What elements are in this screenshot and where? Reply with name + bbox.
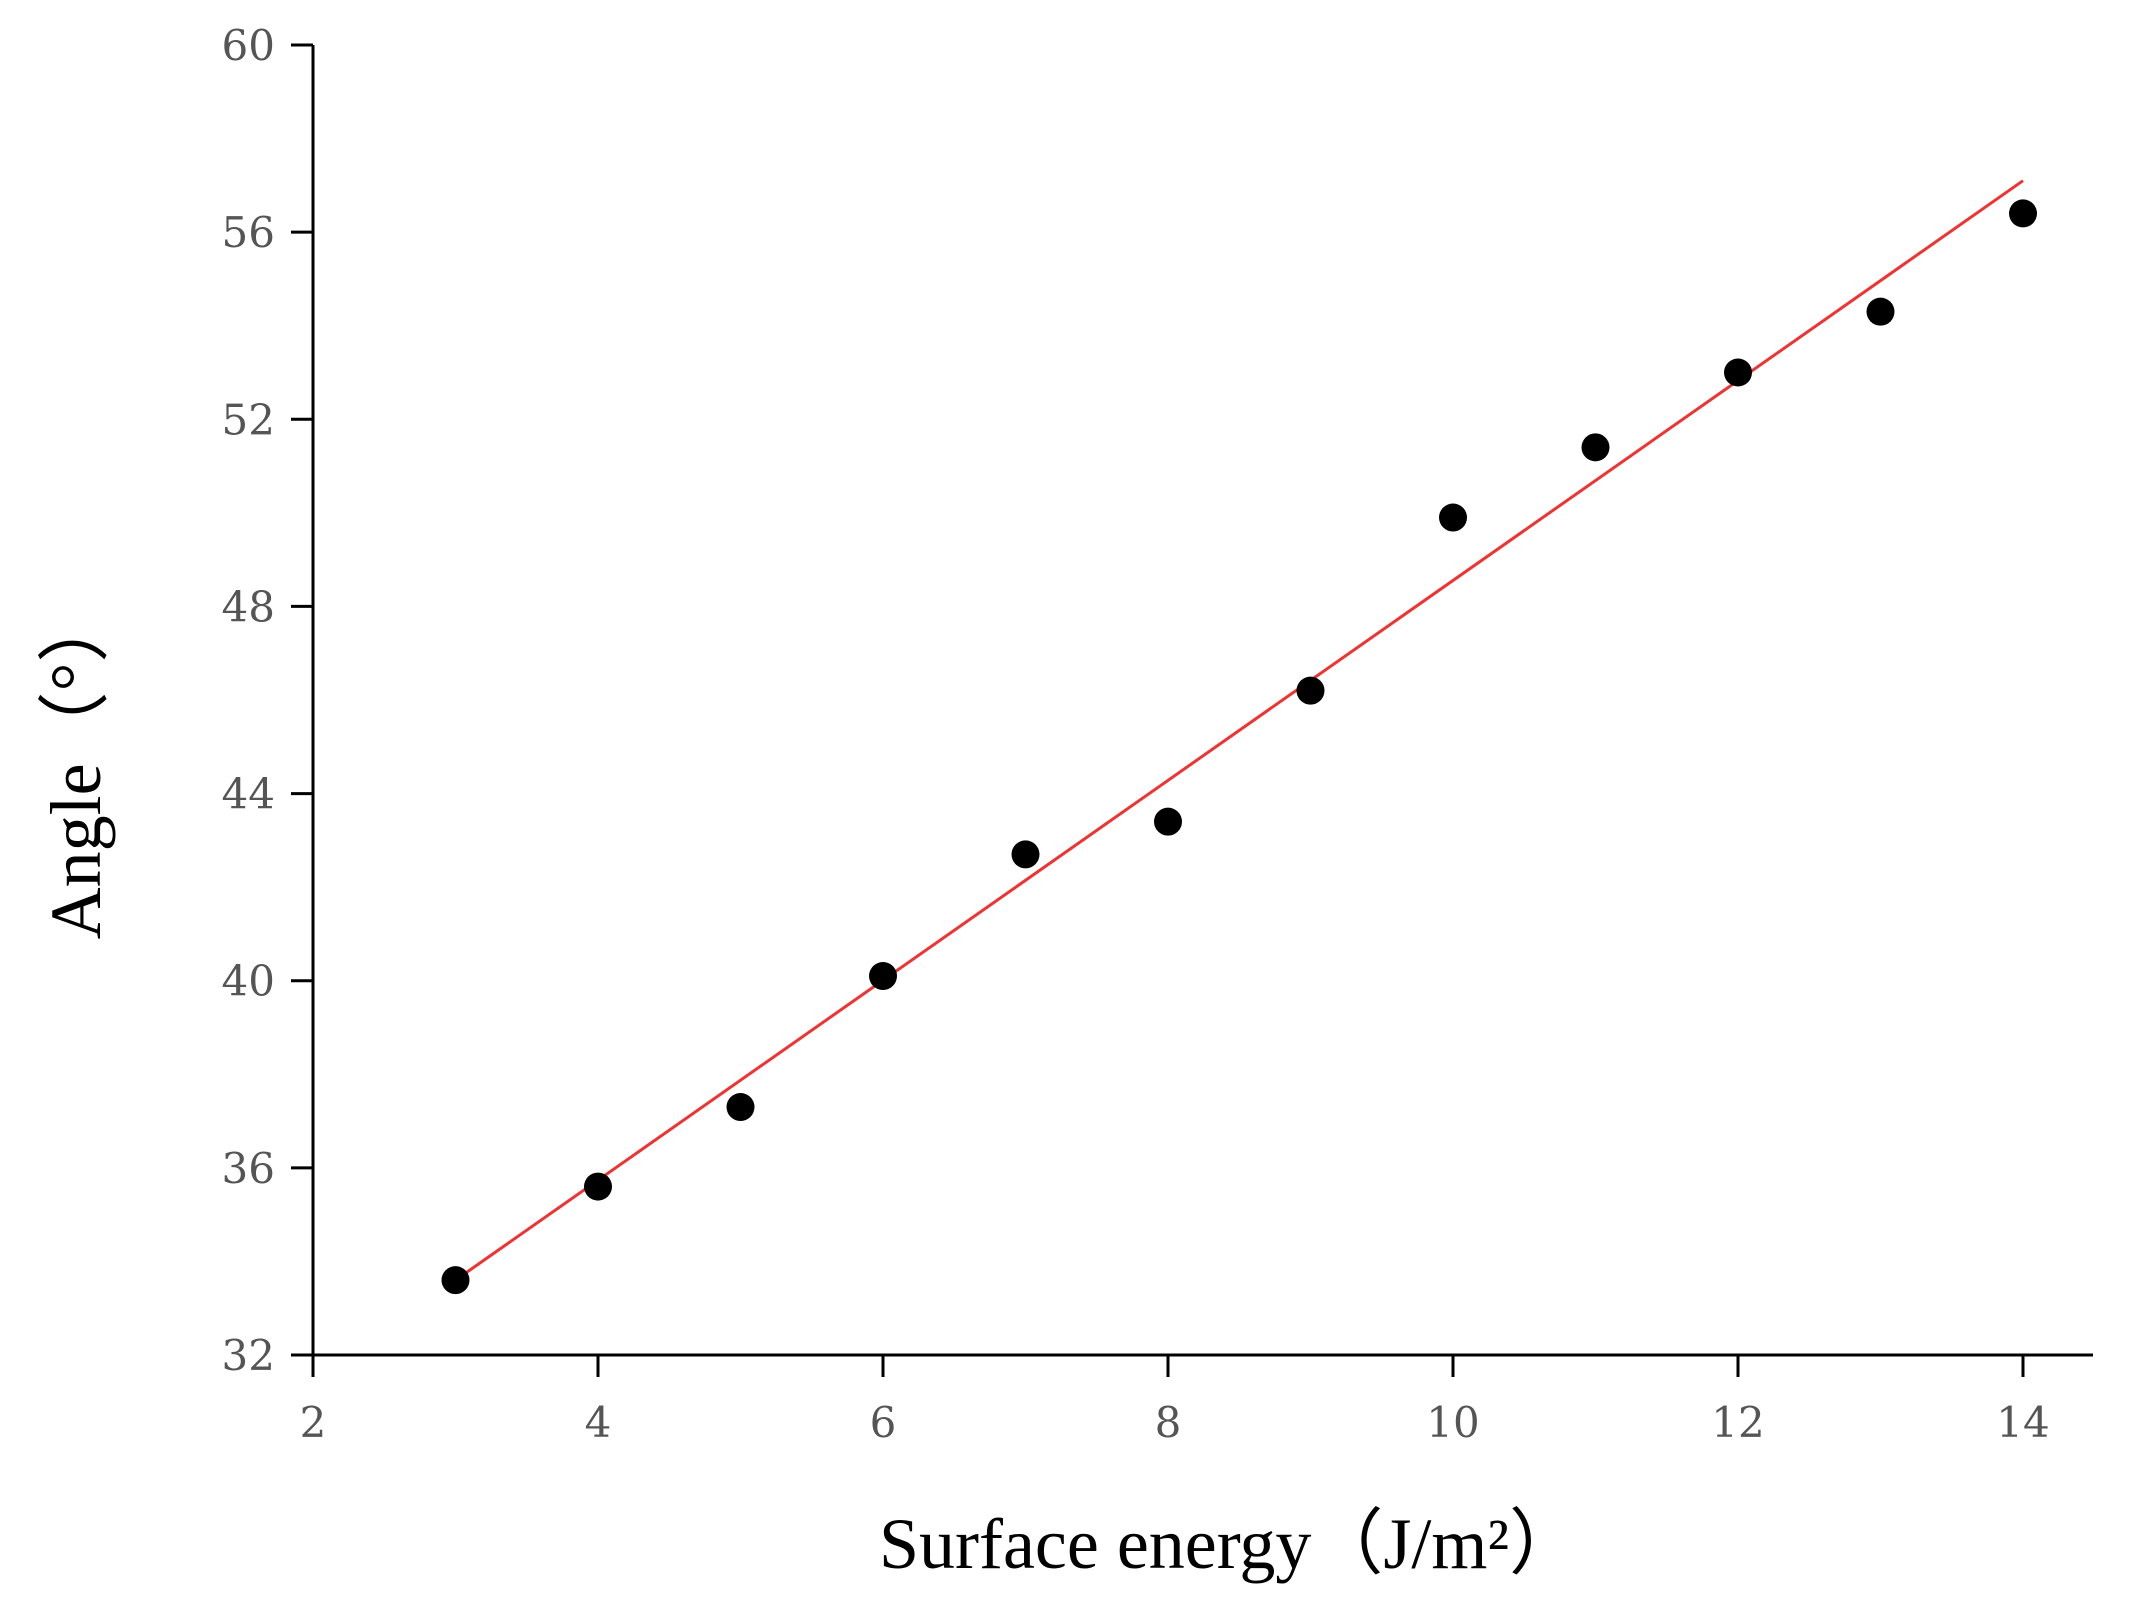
x-tick-label: 2 — [300, 1398, 327, 1447]
y-tick-label: 40 — [222, 957, 275, 1006]
data-point — [441, 1266, 470, 1295]
x-tick-label: 4 — [585, 1398, 612, 1447]
data-point — [1581, 433, 1610, 462]
data-point — [1724, 358, 1752, 387]
y-tick-label: 36 — [222, 1144, 275, 1193]
x-tick-label: 12 — [1711, 1398, 1764, 1447]
y-tick-label: 48 — [222, 582, 275, 631]
data-point — [1866, 297, 1895, 326]
x-tick-label: 14 — [1996, 1398, 2049, 1447]
y-tick-label: 60 — [222, 21, 275, 70]
y-tick-label: 32 — [222, 1331, 275, 1380]
y-tick-label: 52 — [222, 395, 275, 444]
fit-line — [454, 179, 2024, 1282]
fit-line-group — [454, 179, 2024, 1282]
x-tick-label: 10 — [1426, 1398, 1479, 1447]
data-point — [1296, 676, 1325, 705]
data-point — [1011, 840, 1040, 869]
data-point — [584, 1172, 612, 1201]
x-axis: 2 4 6 8 10 12 14 — [300, 1353, 2093, 1447]
y-tick-label: 44 — [222, 770, 275, 819]
x-axis-title: Surface energy（J/m²） — [879, 1504, 1581, 1584]
x-tick-label: 8 — [1155, 1398, 1182, 1447]
data-point — [869, 962, 897, 991]
data-point — [1154, 807, 1182, 836]
y-axis: 32 36 40 44 48 52 56 60 — [222, 21, 315, 1380]
data-point — [2009, 199, 2037, 228]
x-tick-label: 6 — [870, 1398, 897, 1447]
y-tick-label: 56 — [222, 208, 275, 257]
data-point — [726, 1093, 755, 1122]
y-axis-title: Angle（°） — [36, 591, 116, 940]
data-points — [441, 199, 2037, 1295]
data-point — [1439, 503, 1467, 532]
